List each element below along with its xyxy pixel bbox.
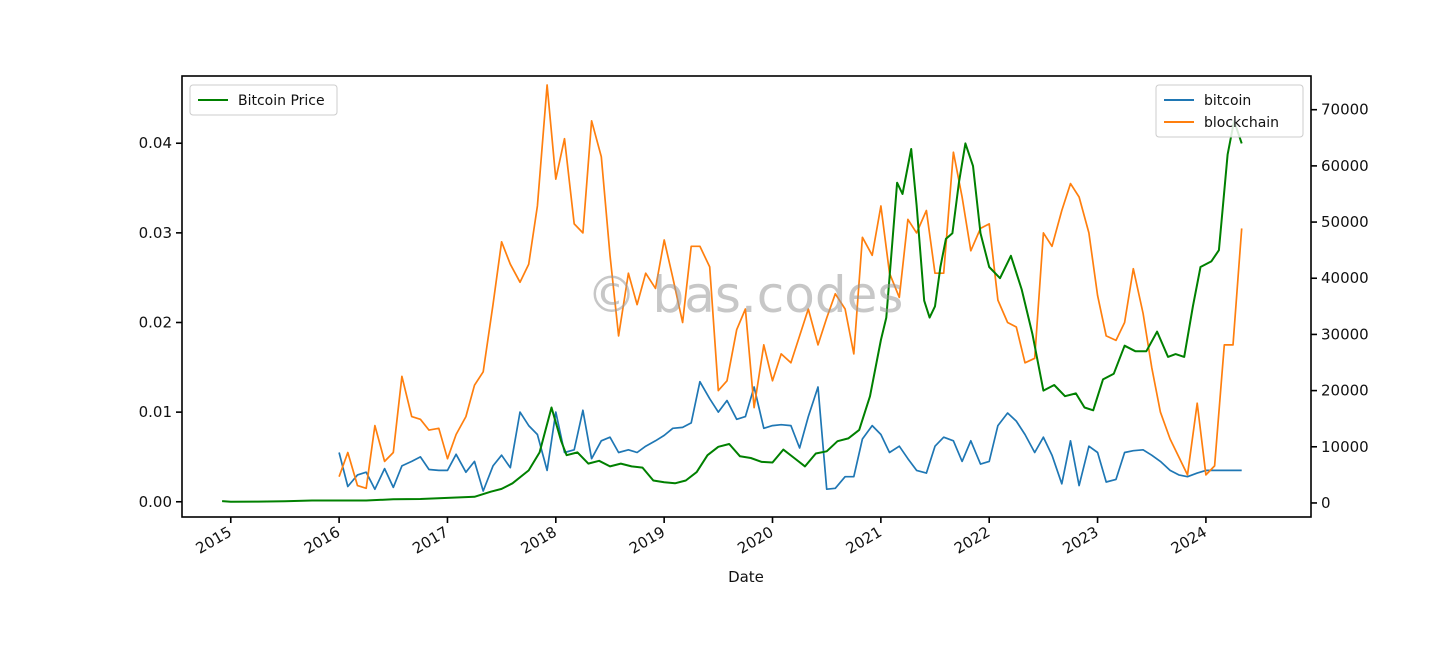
- x-tick-label: 2017: [409, 523, 451, 558]
- right-tick-label: 30000: [1321, 325, 1369, 343]
- x-tick-label: 2022: [951, 523, 993, 558]
- left-y-axis: 0.00 0.01 0.02 0.03 0.04: [139, 134, 182, 511]
- x-tick-label: 2015: [193, 523, 235, 558]
- x-tick-label: 2021: [843, 523, 885, 558]
- watermark: © bas.codes: [587, 266, 904, 324]
- series-layer: [222, 84, 1243, 503]
- series-line-blockchain: [338, 84, 1243, 490]
- right-tick-label: 10000: [1321, 438, 1369, 456]
- right-tick-label: 50000: [1321, 213, 1369, 231]
- x-tick-label: 2020: [734, 523, 776, 558]
- legend-label: blockchain: [1204, 115, 1279, 131]
- legend-top-right: bitcoin blockchain: [1155, 84, 1304, 138]
- left-tick-label: 0.04: [139, 134, 172, 152]
- x-tick-label: 2018: [518, 523, 560, 558]
- right-tick-label: 0: [1321, 494, 1331, 512]
- series-line-bitcoin: [338, 380, 1242, 492]
- x-axis: 2015 2016 2017 2018 2019 2020 2021 2022 2023 2024: [193, 517, 1210, 558]
- right-tick-label: 70000: [1321, 101, 1369, 119]
- x-axis-title: Date: [728, 568, 764, 586]
- right-tick-label: 20000: [1321, 382, 1369, 400]
- legend-box: [1155, 84, 1304, 138]
- left-tick-label: 0.03: [139, 224, 172, 242]
- x-tick-label: 2019: [626, 523, 668, 558]
- left-tick-label: 0.02: [139, 313, 172, 331]
- plot-border: [181, 75, 1312, 518]
- x-tick-label: 2016: [301, 523, 343, 558]
- right-y-axis: 0 10000 20000 30000 40000 50000 60000 70000: [1311, 101, 1369, 512]
- plot-frame: [181, 75, 1312, 518]
- legend-label: bitcoin: [1204, 93, 1251, 109]
- left-tick-label: 0.00: [139, 493, 172, 511]
- legend-label: Bitcoin Price: [238, 93, 325, 109]
- x-tick-label: 2023: [1059, 523, 1101, 558]
- legend-top-left: Bitcoin Price: [189, 84, 338, 116]
- x-tick-label: 2024: [1168, 523, 1210, 558]
- right-tick-label: 60000: [1321, 157, 1369, 175]
- legends: Bitcoin Price bitcoin blockchain: [189, 84, 1304, 138]
- legend-box: [189, 84, 338, 116]
- right-tick-label: 40000: [1321, 269, 1369, 287]
- left-tick-label: 0.01: [139, 403, 172, 421]
- series-line-bitcoin-price: [222, 119, 1243, 503]
